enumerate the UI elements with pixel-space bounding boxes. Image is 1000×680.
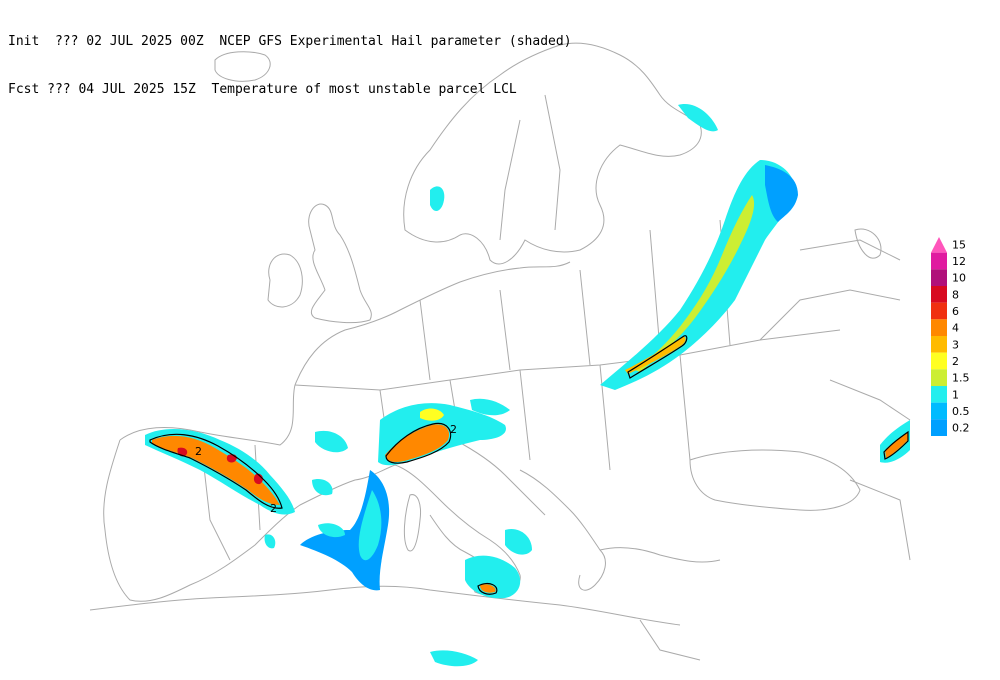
shade-alps-yellow [420, 408, 444, 421]
shade-blob-3 [318, 523, 345, 538]
color-legend: 15 12 10 8 6 4 3 2 1.5 1 0.5 0.2 [931, 237, 970, 436]
contour-sicily [477, 582, 498, 595]
shade-ne-band-green [635, 195, 755, 372]
contour-alps [385, 422, 452, 464]
contour-label: 2 [270, 502, 277, 515]
legend-label: 1 [952, 388, 959, 401]
shade-calabria [505, 529, 532, 555]
legend-label: 12 [952, 255, 966, 268]
legend-label: 1.5 [952, 372, 970, 385]
contour-label: 2 [450, 423, 457, 436]
legend-swatch [931, 286, 947, 303]
legend-labels: 15 12 10 8 6 4 3 2 1.5 1 0.5 0.2 [952, 238, 970, 434]
contour-iberia [149, 433, 283, 509]
shade-med-blue [300, 470, 390, 591]
legend-label: 3 [952, 338, 959, 351]
legend-swatch [931, 336, 947, 353]
legend-label: 0.5 [952, 405, 970, 418]
shade-ne-band-blue [765, 165, 798, 222]
legend-swatch [931, 402, 947, 420]
legend-swatches [931, 237, 947, 436]
shade-med-cyan [358, 490, 382, 561]
shade-iberia-red [177, 447, 263, 485]
shade-ne-band-cyan [600, 160, 795, 390]
fcst-line: Fcst ??? 04 JUL 2025 15Z Temperature of … [8, 82, 517, 97]
shade-alps-orange [385, 424, 450, 463]
legend-label: 6 [952, 305, 959, 318]
contour-caucasus [883, 430, 909, 460]
legend-swatch [931, 419, 947, 436]
legend-swatch [931, 269, 947, 286]
legend-label: 15 [952, 238, 966, 251]
legend-swatch [931, 252, 947, 270]
legend-label: 4 [952, 322, 959, 335]
legend-swatch [931, 352, 947, 370]
shade-greece-s [430, 650, 478, 667]
map-header: Init ??? 02 JUL 2025 00Z NCEP GFS Experi… [8, 2, 572, 114]
legend-swatch [931, 369, 947, 386]
legend-label: 0.2 [952, 422, 970, 435]
legend-label: 8 [952, 288, 959, 301]
legend-swatch [931, 319, 947, 336]
legend-swatch [931, 386, 947, 403]
shade-sicily-orange [480, 584, 496, 593]
legend-label: 10 [952, 272, 966, 285]
legend-swatch [931, 302, 947, 320]
hail-shading [145, 104, 910, 667]
legend-swatch [931, 237, 947, 253]
contour-ne [627, 335, 688, 379]
contour-label-group: 2 2 2 [195, 423, 457, 515]
contour-label: 2 [195, 445, 202, 458]
contour-lines [149, 335, 909, 595]
shade-blob-1 [315, 430, 348, 453]
shade-scand [430, 186, 445, 212]
shade-blob-4 [264, 534, 276, 549]
shade-blob-2 [312, 479, 333, 496]
shade-blob-5 [470, 398, 510, 416]
legend-label: 2 [952, 355, 959, 368]
shade-caucasus-orange [885, 432, 908, 458]
init-line: Init ??? 02 JUL 2025 00Z NCEP GFS Experi… [8, 34, 572, 49]
shade-ne-top [678, 104, 718, 132]
